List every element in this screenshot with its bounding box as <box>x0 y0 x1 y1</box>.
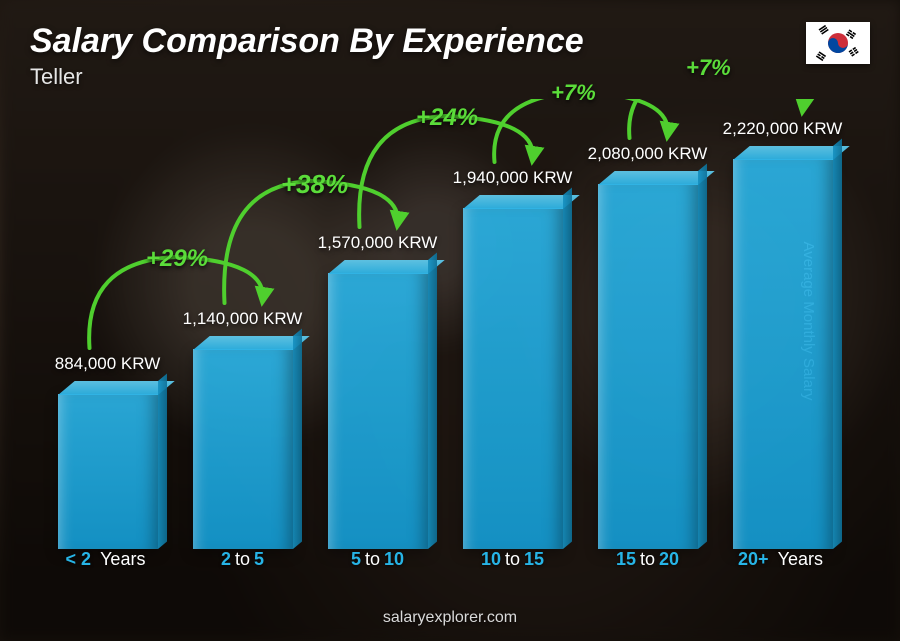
bar-value-label: 1,570,000 KRW <box>318 233 438 253</box>
bar-value-label: 1,140,000 KRW <box>183 309 303 329</box>
bar <box>328 273 428 549</box>
chart-title: Salary Comparison By Experience <box>30 22 584 61</box>
category-label: 20+ Years <box>715 549 850 579</box>
increase-pct-label: +24% <box>416 104 478 132</box>
bar <box>598 184 698 549</box>
increase-pct-label: +7% <box>686 55 731 81</box>
bar <box>58 394 158 549</box>
category-labels: < 2 Years2to55to1010to1515to2020+ Years <box>40 549 850 579</box>
category-label: < 2 Years <box>40 549 175 579</box>
category-label: 10to15 <box>445 549 580 579</box>
bar-value-label: 2,220,000 KRW <box>723 119 843 139</box>
bar-value-label: 884,000 KRW <box>55 354 161 374</box>
bar-value-label: 2,080,000 KRW <box>588 144 708 164</box>
increase-pct-label: +7% <box>551 80 596 106</box>
bars-container: 884,000 KRW 1,140,000 KRW 1,570,000 KRW 1,9… <box>40 99 850 549</box>
country-flag-icon <box>806 22 870 64</box>
footer-attribution: salaryexplorer.com <box>0 609 900 627</box>
bar-slot: 1,140,000 KRW <box>175 99 310 549</box>
increase-pct-label: +38% <box>281 169 348 200</box>
bar-slot: 2,220,000 KRW <box>715 99 850 549</box>
infographic-canvas: Salary Comparison By Experience Teller A… <box>0 0 900 641</box>
chart-subtitle: Teller <box>30 64 83 90</box>
bar <box>193 349 293 549</box>
category-label: 5to10 <box>310 549 445 579</box>
bar <box>463 208 563 549</box>
category-label: 2to5 <box>175 549 310 579</box>
bar-value-label: 1,940,000 KRW <box>453 168 573 188</box>
bar-chart: 884,000 KRW 1,140,000 KRW 1,570,000 KRW 1,9… <box>40 99 850 579</box>
category-label: 15to20 <box>580 549 715 579</box>
bar-slot: 1,940,000 KRW <box>445 99 580 549</box>
bar-slot: 1,570,000 KRW <box>310 99 445 549</box>
bar <box>733 159 833 549</box>
bar-slot: 2,080,000 KRW <box>580 99 715 549</box>
bar-slot: 884,000 KRW <box>40 99 175 549</box>
increase-pct-label: +29% <box>146 245 208 273</box>
